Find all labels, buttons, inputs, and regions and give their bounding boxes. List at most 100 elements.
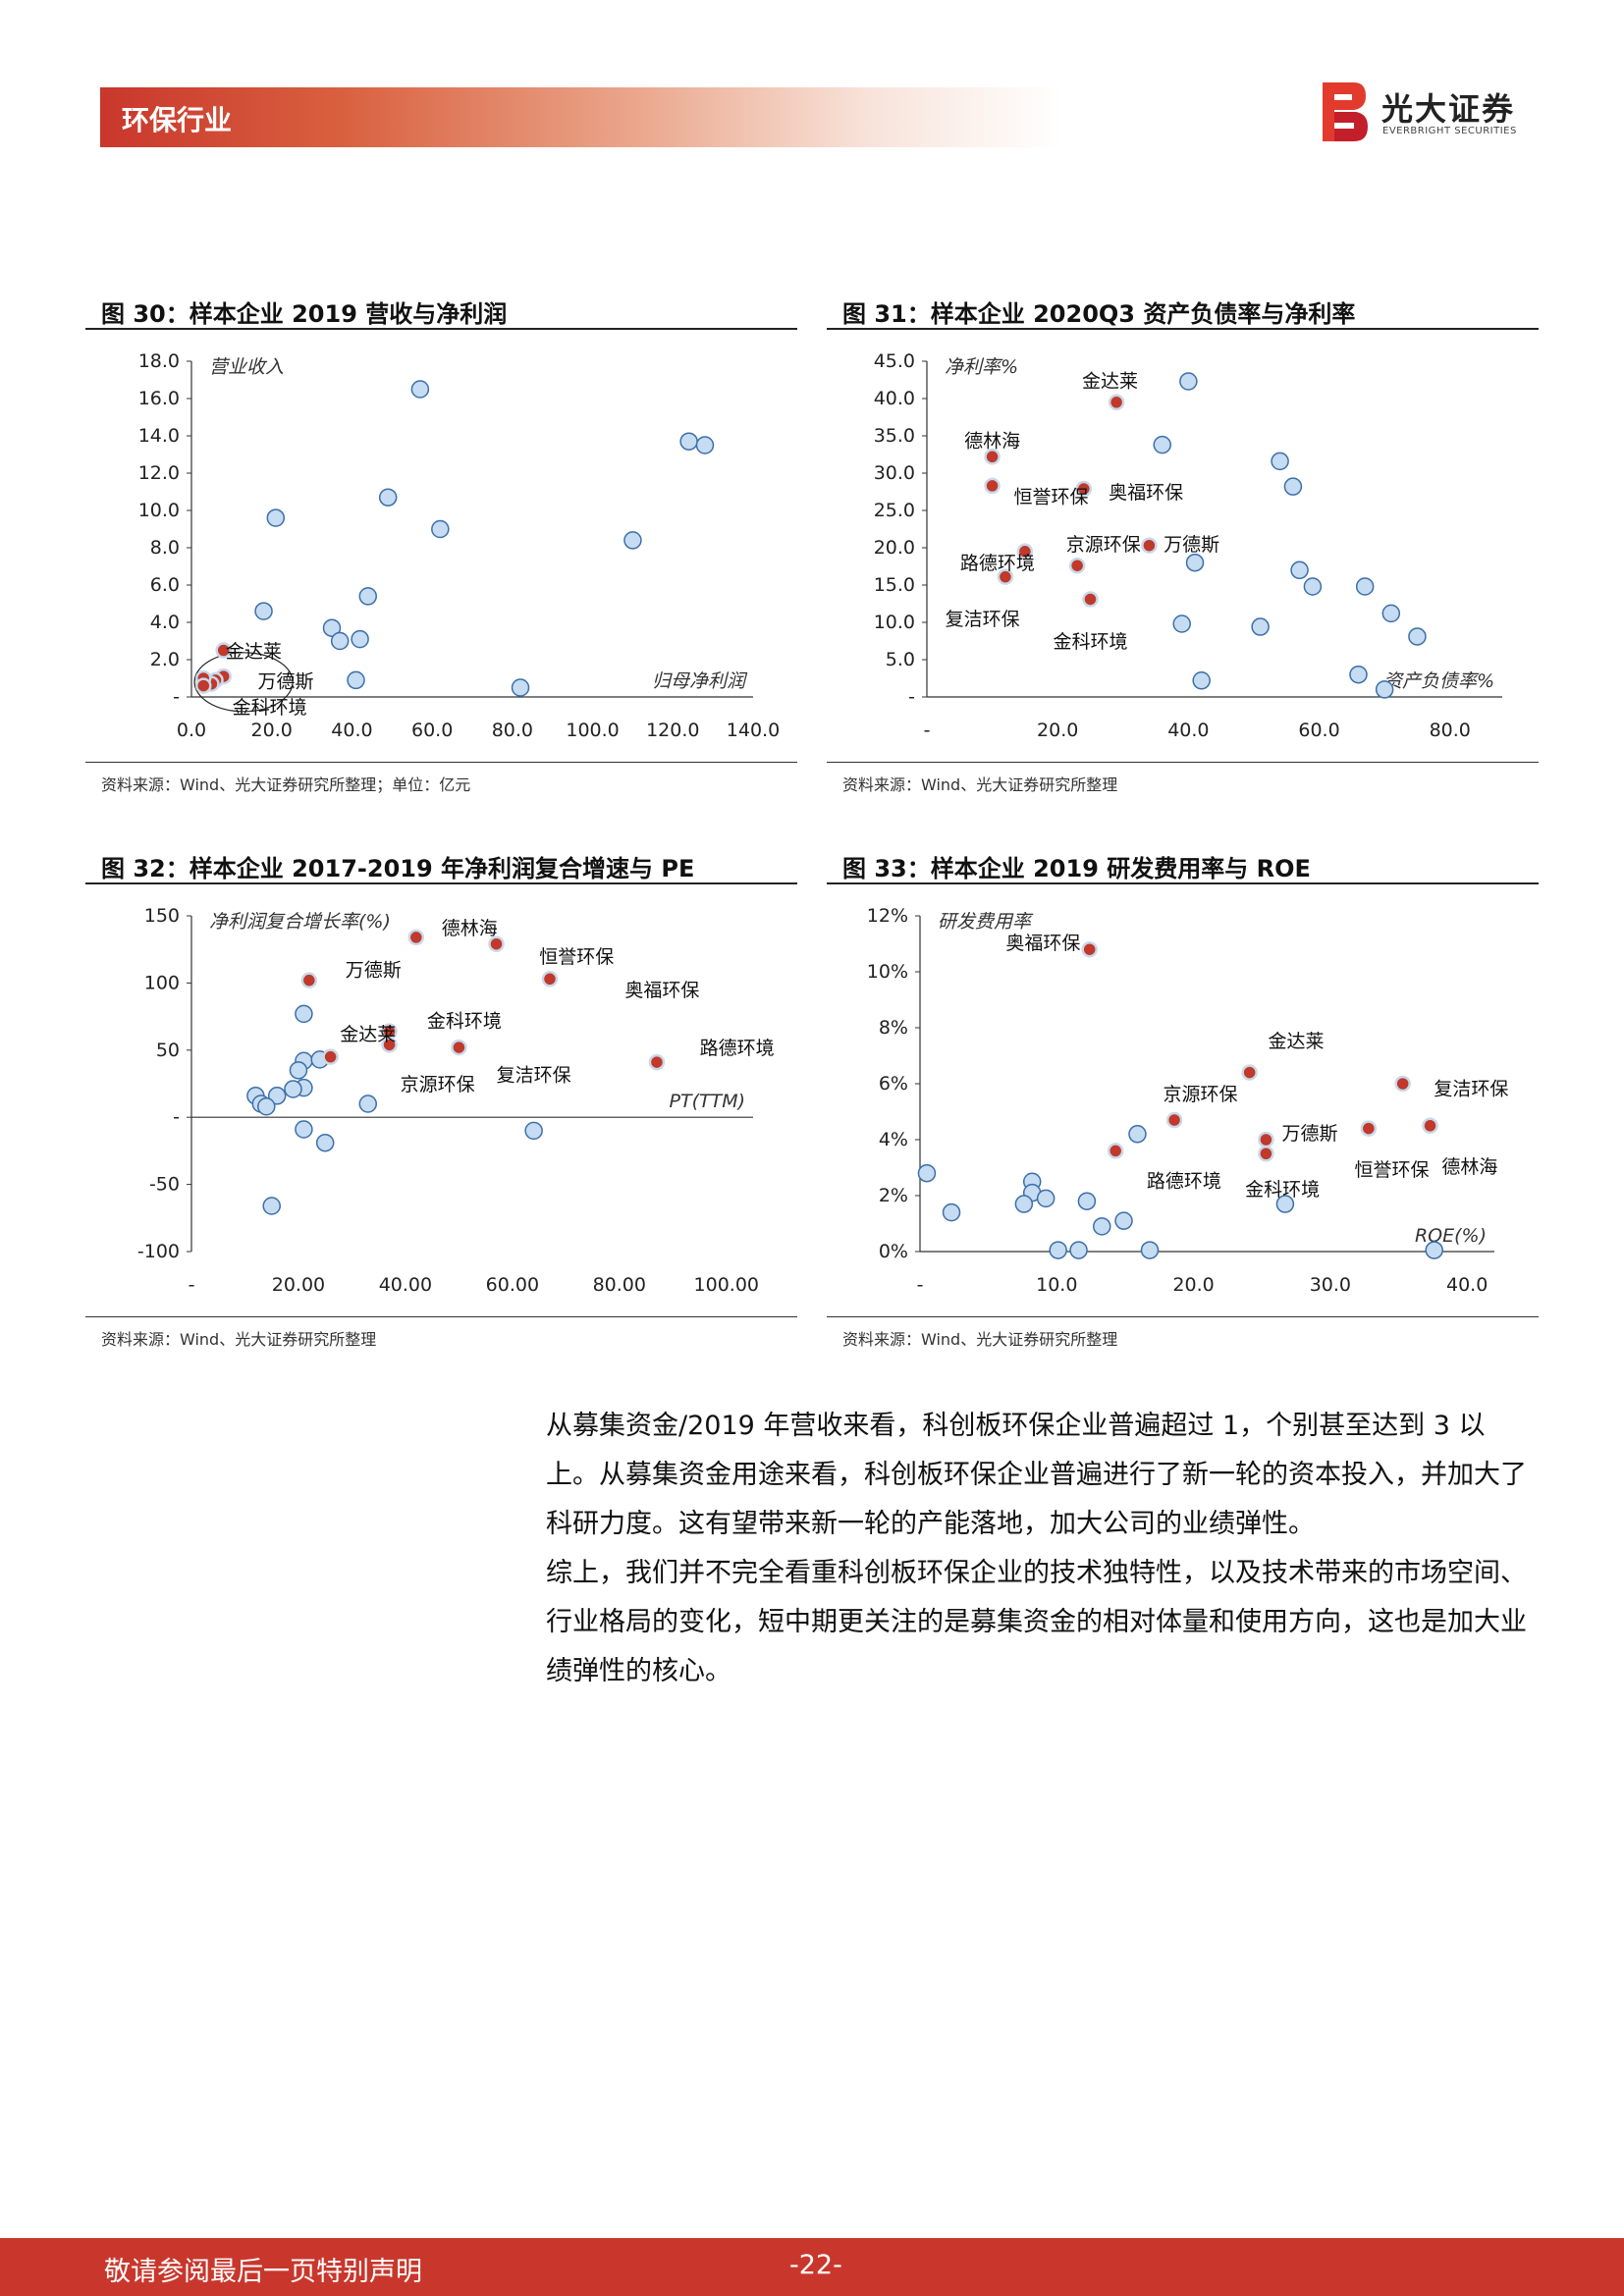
company-point — [1290, 561, 1309, 580]
company-point — [1036, 1189, 1056, 1208]
company-point — [378, 488, 398, 507]
company-point — [351, 629, 369, 649]
cluster-highlight-ellipse — [193, 652, 294, 713]
company-label: 路德环境 — [1147, 1170, 1221, 1192]
y-tick-label: 100 — [144, 972, 180, 993]
x-tick-label: 20.0 — [251, 720, 293, 741]
figure-33: 图 33：样本企业 2019 研发费用率与 ROE 0% 2% 4% 6% 8% 10% 1… — [827, 849, 1539, 1360]
company-label: 复洁环保 — [497, 1064, 571, 1086]
highlighted-company-point — [1394, 1075, 1411, 1093]
company-point — [695, 436, 715, 454]
company-point — [1425, 1241, 1443, 1259]
company-point — [358, 1095, 378, 1113]
y-tick-label: 20.0 — [874, 537, 915, 559]
body-paragraph: 从募集资金/2019 年营收来看，科创板环保企业普遍超过 1，个别甚至达到 3 … — [546, 1411, 1527, 1539]
company-label: 金达莱 — [226, 641, 282, 663]
y-tick-label: 6.0 — [150, 574, 180, 596]
company-label: 德林海 — [442, 918, 498, 939]
company-point — [1128, 1125, 1147, 1144]
logo-name-cn: 光大证券 — [1381, 90, 1516, 128]
y-axis-title: 营业收入 — [209, 356, 284, 378]
company-label: 京源环保 — [1164, 1084, 1238, 1105]
company-point — [289, 1061, 308, 1080]
y-tick-label: 14.0 — [138, 425, 180, 447]
y-tick-label: 30.0 — [874, 462, 915, 484]
y-tick-label: 2.0 — [150, 649, 180, 670]
y-tick-label: - — [173, 686, 180, 708]
y-tick-label: 45.0 — [874, 350, 915, 372]
x-tick-label: 80.00 — [593, 1274, 646, 1296]
y-tick-label: - — [908, 686, 915, 708]
figure-source: 资料来源：Wind、光大证券研究所整理 — [842, 1330, 1118, 1349]
body-text: 从募集资金/2019 年营收来看，科创板环保企业普遍超过 1，个别甚至达到 3 … — [546, 1402, 1528, 1696]
highlighted-company-point — [1108, 394, 1125, 411]
figure-title-rule — [85, 328, 797, 330]
x-tick-label: 60.0 — [1298, 720, 1339, 741]
figure-source: 资料来源：Wind、光大证券研究所整理 — [101, 1330, 377, 1349]
x-axis-title: 资产负债率% — [1383, 670, 1494, 692]
footer-disclaimer: 敬请参阅最后一页特别声明 — [104, 2257, 422, 2287]
figure-32: 图 32：样本企业 2017-2019 年净利润复合增速与 PE -100 -50… — [85, 849, 797, 1360]
company-label: 万德斯 — [1281, 1123, 1337, 1145]
highlighted-company-point — [1068, 557, 1086, 574]
rd-roe-scatter-chart: 0% 2% 4% 6% 8% 10% 12% - 10.0 20.0 30.0 40.0 研发费用率 RO… — [867, 905, 1509, 1296]
company-label: 复洁环保 — [946, 609, 1020, 630]
highlighted-company-point — [1258, 1131, 1274, 1148]
company-label: 京源环保 — [401, 1074, 475, 1095]
revenue-profit-scatter-chart: - 2.0 4.0 6.0 8.0 10.0 12.0 14.0 16.0 18.0 0.0 20.0… — [138, 350, 781, 741]
figure-source: 资料来源：Wind、光大证券研究所整理；单位：亿元 — [101, 775, 471, 794]
highlighted-company-point — [1422, 1117, 1438, 1134]
company-point — [1153, 435, 1171, 454]
company-label: 德林海 — [1441, 1156, 1497, 1178]
highlighted-company-point — [648, 1053, 666, 1071]
y-axis-title: 净利率% — [945, 356, 1018, 378]
company-point — [257, 1097, 276, 1116]
y-tick-label: 5.0 — [886, 649, 915, 670]
company-point — [431, 519, 450, 539]
x-axis-title: PT(TTM) — [670, 1091, 746, 1112]
company-point — [623, 531, 642, 550]
y-tick-label: 4.0 — [150, 612, 180, 633]
y-tick-label: -100 — [137, 1241, 180, 1262]
company-point — [322, 618, 342, 637]
body-paragraph: 综上，我们并不完全看重科创板环保企业的技术独特性，以及技术带来的市场空间、行业格… — [546, 1558, 1527, 1686]
company-point — [942, 1202, 961, 1222]
everbright-logo-icon — [1323, 82, 1368, 141]
company-point — [1251, 617, 1270, 636]
company-label: 奥福环保 — [1109, 482, 1183, 504]
y-tick-label: 15.0 — [874, 574, 915, 596]
y-tick-label: 12.0 — [138, 462, 180, 484]
company-point — [679, 432, 698, 451]
company-point — [1077, 1192, 1097, 1210]
company-label: 恒誉环保 — [539, 946, 614, 968]
highlighted-company-point — [1107, 1143, 1124, 1159]
x-axis-title: ROE(%) — [1415, 1225, 1487, 1247]
y-tick-label: 35.0 — [874, 425, 915, 447]
company-point — [315, 1133, 335, 1152]
y-tick-label: 6% — [879, 1073, 908, 1095]
figure-title-rule — [85, 882, 797, 884]
company-point — [1069, 1241, 1088, 1259]
company-label: 万德斯 — [346, 960, 402, 982]
figure-bottom-rule — [85, 1316, 797, 1317]
y-tick-label: 40.0 — [874, 388, 915, 409]
figure-title-rule — [827, 882, 1539, 884]
company-point — [1303, 577, 1323, 596]
company-point — [1349, 665, 1368, 684]
company-point — [1014, 1195, 1034, 1213]
company-label: 金科环境 — [233, 697, 307, 719]
company-label: 京源环保 — [1066, 534, 1141, 556]
company-point — [511, 678, 530, 697]
company-point — [1408, 627, 1427, 646]
y-tick-label: 8.0 — [150, 537, 180, 559]
figure-source: 资料来源：Wind、光大证券研究所整理 — [842, 775, 1118, 794]
company-label: 德林海 — [964, 430, 1020, 452]
figure-title: 图 30：样本企业 2019 营收与净利润 — [101, 300, 508, 328]
company-point — [1049, 1241, 1067, 1259]
x-tick-label: - — [917, 1274, 924, 1296]
y-tick-label: 4% — [879, 1129, 908, 1150]
company-label: 金达莱 — [340, 1024, 396, 1045]
y-axis-title: 净利润复合增长率(%) — [209, 911, 391, 933]
y-tick-label: 2% — [879, 1185, 908, 1206]
